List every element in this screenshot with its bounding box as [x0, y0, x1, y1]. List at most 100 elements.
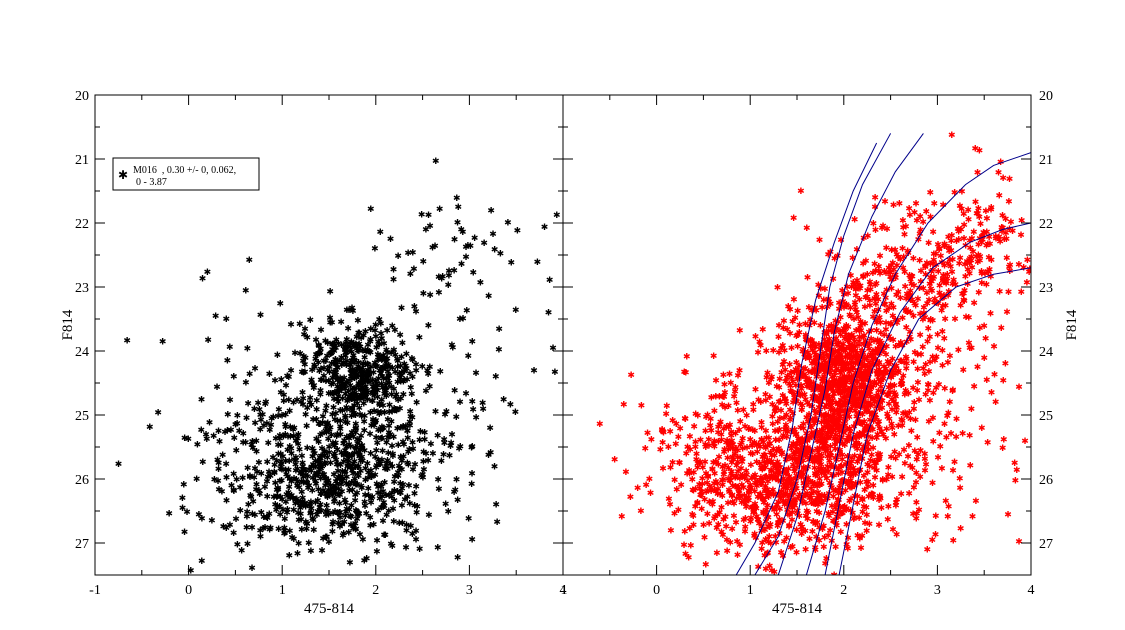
- data-point: ✱: [230, 486, 238, 496]
- data-point: ✱: [978, 278, 986, 288]
- data-point: ✱: [815, 280, 823, 290]
- data-point: ✱: [860, 416, 868, 426]
- data-point: ✱: [822, 329, 830, 339]
- data-point: ✱: [448, 430, 456, 440]
- data-point: ✱: [711, 442, 719, 452]
- data-point: ✱: [848, 456, 856, 466]
- data-point: ✱: [844, 543, 852, 553]
- data-point: ✱: [293, 474, 301, 484]
- data-point: ✱: [329, 410, 337, 420]
- data-point: ✱: [282, 422, 290, 432]
- data-point: ✱: [242, 285, 250, 295]
- data-point: ✱: [435, 288, 443, 298]
- data-point: ✱: [872, 354, 880, 364]
- data-point: ✱: [381, 477, 389, 487]
- data-point: ✱: [831, 376, 839, 386]
- data-point: ✱: [686, 444, 694, 454]
- data-point: ✱: [907, 295, 915, 305]
- data-point: ✱: [903, 411, 911, 421]
- data-point: ✱: [361, 411, 369, 421]
- data-point: ✱: [180, 479, 188, 489]
- data-point: ✱: [325, 376, 333, 386]
- data-point: ✱: [852, 358, 860, 368]
- data-point: ✱: [367, 408, 375, 418]
- data-point: ✱: [462, 252, 470, 262]
- data-point: ✱: [411, 302, 419, 312]
- data-point: ✱: [877, 398, 885, 408]
- data-point: ✱: [742, 513, 750, 523]
- data-point: ✱: [863, 403, 871, 413]
- data-point: ✱: [817, 353, 825, 363]
- data-point: ✱: [359, 374, 367, 384]
- data-point: ✱: [298, 367, 306, 377]
- data-point: ✱: [813, 482, 821, 492]
- data-point: ✱: [854, 358, 862, 368]
- data-point: ✱: [331, 339, 339, 349]
- data-point: ✱: [864, 371, 872, 381]
- data-point: ✱: [848, 389, 856, 399]
- data-point: ✱: [795, 433, 803, 443]
- data-point: ✱: [793, 548, 801, 558]
- data-point: ✱: [956, 253, 964, 263]
- data-point: ✱: [906, 332, 914, 342]
- data-point: ✱: [353, 394, 361, 404]
- data-point: ✱: [313, 468, 321, 478]
- data-point: ✱: [832, 434, 840, 444]
- data-point: ✱: [747, 449, 755, 459]
- data-point: ✱: [938, 293, 946, 303]
- data-point: ✱: [856, 383, 864, 393]
- data-point: ✱: [909, 509, 917, 519]
- data-point: ✱: [805, 303, 813, 313]
- data-point: ✱: [726, 437, 734, 447]
- data-point: ✱: [715, 437, 723, 447]
- data-point: ✱: [290, 431, 298, 441]
- data-point: ✱: [727, 427, 735, 437]
- data-point: ✱: [778, 367, 786, 377]
- data-point: ✱: [1002, 214, 1010, 224]
- data-point: ✱: [331, 371, 339, 381]
- data-point: ✱: [776, 463, 784, 473]
- data-point: ✱: [759, 325, 767, 335]
- data-point: ✱: [831, 368, 839, 378]
- data-point: ✱: [349, 306, 357, 316]
- data-point: ✱: [988, 255, 996, 265]
- data-point: ✱: [836, 387, 844, 397]
- data-point: ✱: [366, 369, 374, 379]
- data-point: ✱: [804, 473, 812, 483]
- data-point: ✱: [786, 304, 794, 314]
- data-point: ✱: [843, 519, 851, 529]
- data-point: ✱: [357, 456, 365, 466]
- data-point: ✱: [274, 483, 282, 493]
- data-point: ✱: [819, 388, 827, 398]
- data-point: ✱: [345, 305, 353, 315]
- data-point: ✱: [870, 463, 878, 473]
- data-point: ✱: [218, 486, 226, 496]
- data-point: ✱: [818, 436, 826, 446]
- data-point: ✱: [847, 476, 855, 486]
- data-point: ✱: [380, 497, 388, 507]
- data-point: ✱: [842, 407, 850, 417]
- data-point: ✱: [927, 187, 935, 197]
- data-point: ✱: [342, 498, 350, 508]
- data-point: ✱: [344, 396, 352, 406]
- data-point: ✱: [343, 504, 351, 514]
- data-point: ✱: [383, 345, 391, 355]
- data-point: ✱: [906, 290, 914, 300]
- data-point: ✱: [823, 384, 831, 394]
- data-point: ✱: [768, 451, 776, 461]
- data-point: ✱: [863, 292, 871, 302]
- data-point: ✱: [834, 251, 842, 261]
- data-point: ✱: [294, 434, 302, 444]
- data-point: ✱: [873, 466, 881, 476]
- data-point: ✱: [839, 439, 847, 449]
- data-point: ✱: [816, 443, 824, 453]
- data-point: ✱: [859, 409, 867, 419]
- data-point: ✱: [486, 423, 494, 433]
- data-point: ✱: [802, 451, 810, 461]
- data-point: ✱: [287, 432, 295, 442]
- data-point: ✱: [835, 304, 843, 314]
- data-point: ✱: [805, 400, 813, 410]
- data-point: ✱: [955, 227, 963, 237]
- data-point: ✱: [732, 481, 740, 491]
- data-point: ✱: [898, 379, 906, 389]
